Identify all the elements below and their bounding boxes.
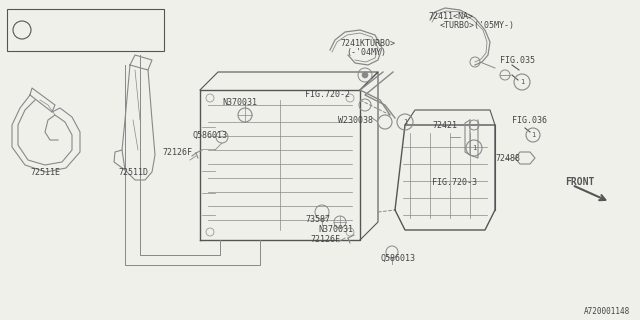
Text: 1: 1 [472, 145, 476, 151]
Text: N370031: N370031 [222, 98, 257, 107]
Text: 1: 1 [520, 79, 524, 85]
Text: FIG.036: FIG.036 [512, 116, 547, 124]
Text: N370031: N370031 [318, 226, 353, 235]
Text: <TURBO>('05MY-): <TURBO>('05MY-) [440, 20, 515, 29]
Text: FRONT: FRONT [565, 177, 595, 187]
Text: FIG.720-3: FIG.720-3 [432, 178, 477, 187]
Circle shape [362, 72, 368, 78]
Text: FIG.035: FIG.035 [500, 55, 535, 65]
Text: W170063(D0504-  ): W170063(D0504- ) [36, 34, 115, 43]
Text: W170033(  -D0503): W170033( -D0503) [36, 18, 115, 27]
Text: 73587: 73587 [305, 215, 330, 225]
Text: 72511E: 72511E [30, 167, 60, 177]
Text: A720001148: A720001148 [584, 308, 630, 316]
Circle shape [378, 115, 392, 129]
FancyBboxPatch shape [7, 9, 164, 51]
Text: Q586013: Q586013 [192, 131, 227, 140]
Text: 1: 1 [403, 119, 407, 125]
Text: Q586013: Q586013 [380, 253, 415, 262]
Text: 72126F: 72126F [310, 236, 340, 244]
Text: 72488: 72488 [495, 154, 520, 163]
Text: 72126F: 72126F [162, 148, 192, 156]
Text: 72511D: 72511D [118, 167, 148, 177]
Text: 1: 1 [20, 26, 24, 35]
Text: W230038: W230038 [338, 116, 373, 124]
Text: (-'04MY): (-'04MY) [346, 47, 386, 57]
Text: 7241KTURBO>: 7241KTURBO> [340, 38, 395, 47]
Text: 1: 1 [531, 132, 535, 138]
Text: 72411<NA>: 72411<NA> [428, 12, 473, 20]
Text: 72421: 72421 [432, 121, 457, 130]
Text: FIG.720-2: FIG.720-2 [305, 90, 350, 99]
